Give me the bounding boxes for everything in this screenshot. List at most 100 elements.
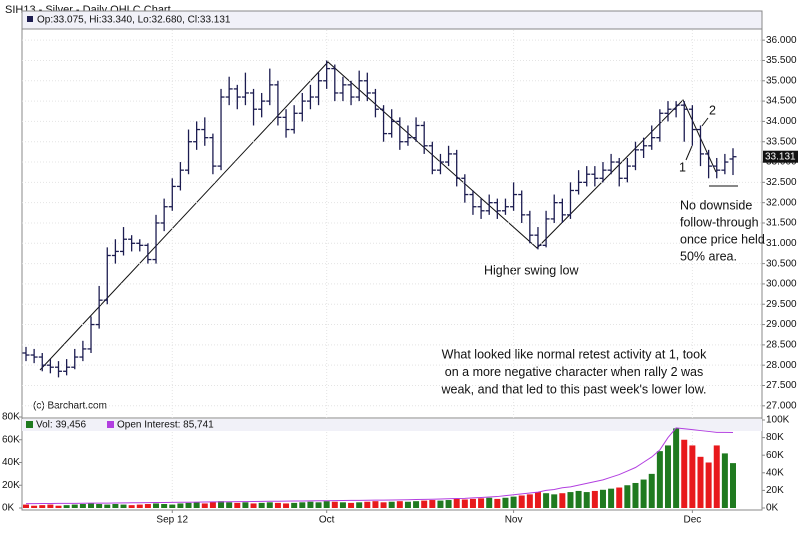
volume-bar: [437, 500, 444, 508]
oi-tick-label: 40K: [766, 467, 784, 478]
y-tick-label: 33.500: [766, 136, 797, 147]
last-price-box: [763, 150, 798, 163]
legend-label: Open Interest: 85,741: [117, 420, 214, 431]
x-tick-label: Sep 12: [156, 515, 188, 526]
volume-bar: [575, 490, 582, 508]
volume-bar: [234, 502, 241, 508]
volume-bar: [128, 505, 135, 508]
volume-bar: [673, 428, 680, 508]
copyright: (c) Barchart.com: [33, 401, 107, 412]
volume-bar: [453, 498, 460, 508]
volume-bar: [226, 502, 233, 508]
ohlc-info: Op:33.075, Hi:33.340, Lo:32.680, Cl:33.1…: [37, 15, 231, 26]
volume-bar: [39, 505, 46, 508]
volume-bar: [640, 479, 647, 508]
volume-bar: [396, 501, 403, 508]
volume-tick-label: 60K: [2, 434, 20, 445]
x-tick-label: Oct: [319, 515, 335, 526]
marker-2-pointer: [701, 117, 709, 127]
main-note-line: What looked like normal retest activity …: [442, 347, 707, 361]
side-note-line: 50% area.: [680, 249, 737, 263]
volume-tick-label: 80K: [2, 412, 20, 423]
y-tick-label: 30.000: [766, 279, 797, 290]
volume-bar: [664, 445, 671, 508]
volume-bar: [608, 488, 615, 508]
volume-bar: [697, 456, 704, 508]
volume-bar: [209, 501, 216, 508]
y-tick-label: 31.500: [766, 218, 797, 229]
x-tick-label: Dec: [683, 515, 701, 526]
marker-2: 2: [709, 103, 716, 117]
volume-bar: [323, 501, 330, 508]
volume-bar: [632, 482, 639, 508]
volume-bar: [307, 501, 314, 508]
volume-bar: [730, 463, 736, 508]
volume-bar: [518, 495, 525, 508]
volume-bar: [502, 497, 509, 508]
y-tick-label: 32.500: [766, 177, 797, 188]
volume-tick-label: 20K: [2, 480, 20, 491]
volume-bar: [250, 503, 257, 508]
volume-bar: [161, 504, 168, 508]
y-tick-label: 29.000: [766, 319, 797, 330]
volume-bar: [88, 503, 95, 508]
volume-bar: [469, 498, 476, 508]
volume-bar: [144, 504, 151, 508]
volume-bar: [461, 499, 468, 508]
y-tick-label: 35.500: [766, 55, 797, 66]
oi-tick-label: 100K: [766, 415, 790, 426]
y-tick-label: 27.000: [766, 400, 797, 411]
volume-bar: [136, 504, 143, 508]
volume-bar: [526, 494, 533, 508]
volume-bar: [681, 439, 688, 508]
last-price-label: 33.131: [765, 151, 796, 162]
side-note-line: follow-through: [680, 215, 759, 229]
main-note-line: on a more negative character when rally …: [445, 365, 703, 379]
volume-bar: [388, 501, 395, 508]
volume-bar: [315, 502, 322, 508]
volume-bar: [713, 445, 720, 508]
volume-bar: [193, 502, 200, 508]
y-tick-label: 35.000: [766, 75, 797, 86]
volume-bar: [112, 504, 119, 508]
volume-bar: [656, 451, 663, 508]
y-tick-label: 31.000: [766, 238, 797, 249]
side-note-line: once price held: [680, 232, 765, 246]
volume-bar: [486, 497, 493, 508]
volume-bar: [478, 498, 485, 508]
volume-bar: [339, 502, 346, 508]
y-tick-label: 30.500: [766, 258, 797, 269]
volume-bar: [616, 487, 623, 508]
volume-tick-label: 40K: [2, 457, 20, 468]
volume-bar: [421, 500, 428, 508]
volume-bar: [380, 502, 387, 508]
volume-bar: [299, 502, 306, 508]
volume-bar: [429, 500, 436, 508]
volume-bar: [404, 501, 411, 508]
oi-tick-label: 80K: [766, 432, 784, 443]
volume-bar: [413, 501, 420, 508]
volume-bar: [274, 502, 281, 508]
volume-bar: [583, 492, 590, 508]
volume-bar: [551, 494, 558, 508]
oi-tick-label: 0K: [766, 503, 779, 514]
open-interest-line: [26, 427, 734, 505]
volume-bar: [567, 492, 574, 508]
volume-bar: [648, 473, 655, 508]
volume-bar: [266, 502, 273, 508]
volume-bar: [258, 502, 265, 508]
volume-bar: [201, 503, 208, 508]
y-tick-label: 27.500: [766, 380, 797, 391]
volume-bar: [721, 453, 728, 508]
oi-tick-label: 60K: [766, 450, 784, 461]
volume-bar: [559, 493, 566, 508]
volume-bar: [348, 502, 355, 508]
volume-bar: [79, 504, 86, 508]
trend-lines: [39, 61, 717, 371]
volume-bar: [185, 502, 192, 508]
volume-bar: [372, 501, 379, 508]
swing-low-note: Higher swing low: [484, 263, 579, 277]
volume-bar: [31, 505, 38, 508]
volume-bar: [104, 504, 111, 508]
